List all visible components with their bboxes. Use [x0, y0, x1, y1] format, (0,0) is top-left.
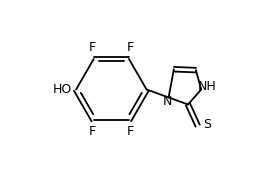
Text: F: F	[127, 125, 134, 138]
Text: F: F	[88, 125, 95, 138]
Text: F: F	[127, 41, 134, 54]
Text: HO: HO	[53, 83, 72, 96]
Text: F: F	[88, 41, 95, 54]
Text: NH: NH	[198, 80, 217, 93]
Text: N: N	[163, 95, 172, 108]
Text: S: S	[203, 118, 211, 131]
